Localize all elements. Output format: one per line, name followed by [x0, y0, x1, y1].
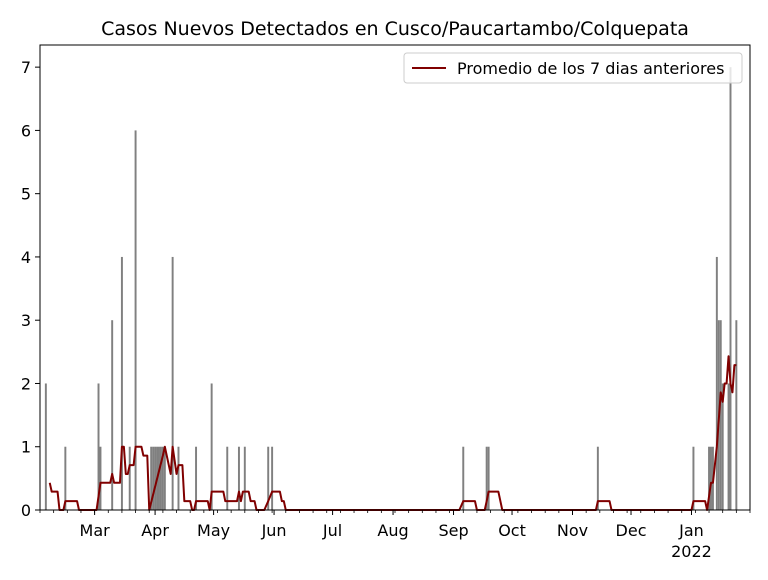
- bar-29: [692, 446, 695, 510]
- bar-17: [177, 446, 180, 510]
- x-tick-label-Jul: Jul: [322, 521, 342, 540]
- x-tick-label-Oct: Oct: [498, 521, 526, 540]
- x-tick-label-Nov: Nov: [557, 521, 588, 540]
- x-tick-label-Mar: Mar: [80, 521, 111, 540]
- bar-19: [210, 383, 213, 510]
- legend-box: [403, 52, 743, 84]
- y-tick-label-4: 4: [21, 248, 31, 267]
- bar-2: [97, 383, 100, 510]
- bar-27: [487, 446, 490, 510]
- y-tick-label-7: 7: [21, 58, 31, 77]
- bar-26: [485, 446, 488, 510]
- bar-31: [710, 446, 712, 510]
- bar-14: [161, 446, 164, 510]
- bar-37: [727, 383, 730, 510]
- bar-18: [195, 446, 198, 510]
- series-line-promedio: [48, 355, 737, 511]
- y-tick-label-6: 6: [21, 121, 31, 140]
- bar-8: [150, 446, 153, 510]
- x-tick-label-May: May: [197, 521, 230, 540]
- bar-3: [99, 446, 102, 510]
- plot-area: [44, 67, 738, 511]
- x-tick-label-Apr: Apr: [141, 521, 169, 540]
- bar-23: [267, 446, 270, 510]
- y-axis: 0 1 2 3 4 5 6 7: [21, 58, 40, 520]
- y-tick-label-2: 2: [21, 374, 31, 393]
- bar-20: [226, 446, 229, 510]
- x-tick-sublabel-2022: 2022: [671, 542, 712, 561]
- bar-4: [111, 320, 114, 510]
- x-tick-label-Dec: Dec: [616, 521, 647, 540]
- bar-28: [596, 446, 599, 510]
- plot-frame: [39, 44, 751, 511]
- bar-9: [152, 446, 155, 510]
- y-tick-label-1: 1: [21, 438, 31, 457]
- y-tick-label-3: 3: [21, 311, 31, 330]
- bar-33: [715, 256, 718, 510]
- bar-24: [271, 446, 274, 510]
- y-tick-label-0: 0: [21, 501, 31, 520]
- chart-title: Casos Nuevos Detectados en Cusco/Paucart…: [101, 18, 689, 40]
- bar-7: [134, 130, 137, 510]
- bar-15: [163, 446, 166, 510]
- bar-21: [237, 446, 240, 510]
- bar-16: [171, 256, 174, 510]
- bar-25: [462, 446, 465, 510]
- x-tick-label-Jan: Jan: [678, 521, 704, 540]
- bar-35: [719, 320, 722, 510]
- x-tick-label-Sep: Sep: [438, 521, 468, 540]
- bar-36: [721, 383, 724, 510]
- bar-6: [128, 446, 131, 510]
- x-tick-label-Aug: Aug: [377, 521, 408, 540]
- bar-13: [159, 446, 162, 510]
- y-tick-label-5: 5: [21, 185, 31, 204]
- x-tick-label-Jun: Jun: [261, 521, 287, 540]
- legend: Promedio de los 7 dias anteriores: [403, 52, 743, 84]
- x-axis: Mar Apr May Jun Jul Aug Sep Oct Nov Dec Jan 2022: [39, 510, 751, 561]
- bar-5: [120, 256, 123, 510]
- legend-label: Promedio de los 7 dias anteriores: [457, 59, 724, 78]
- bar-12: [158, 446, 160, 510]
- bar-38: [729, 67, 732, 510]
- bar-1: [64, 446, 67, 510]
- bar-0: [44, 383, 47, 510]
- bar-39: [735, 320, 738, 510]
- bar-10: [154, 446, 157, 510]
- bar-30: [708, 446, 711, 510]
- bar-22: [243, 446, 246, 510]
